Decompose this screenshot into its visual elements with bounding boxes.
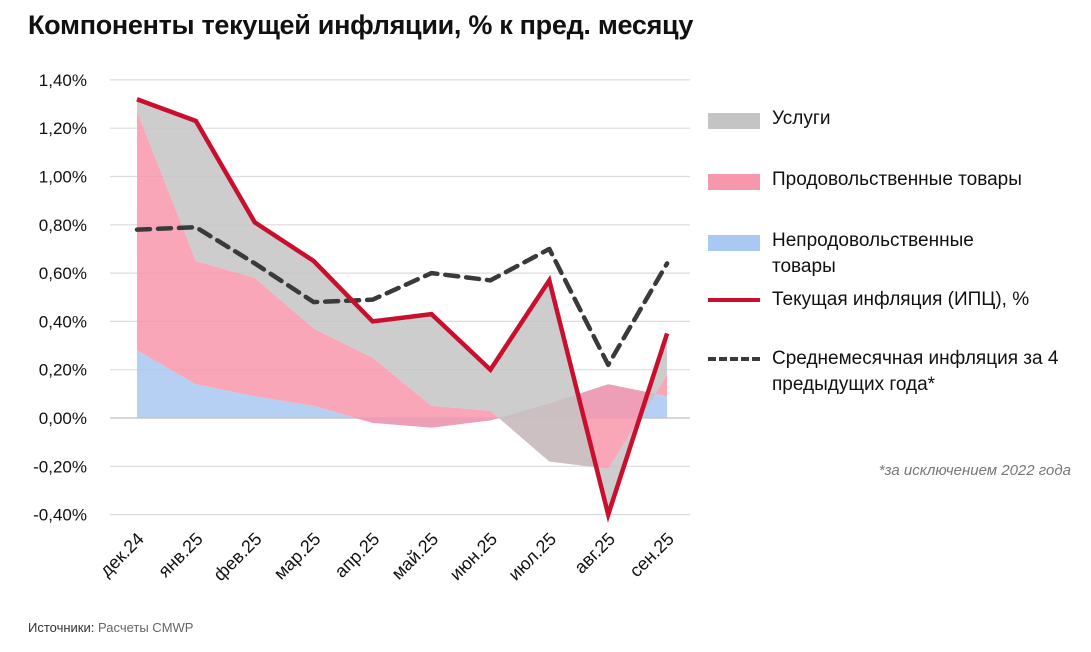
legend-swatch-food bbox=[708, 174, 760, 190]
cpi-line bbox=[136, 97, 670, 523]
legend-label: Текущая инфляция (ИПЦ), % bbox=[772, 289, 1030, 310]
x-tick-label: июл.25 bbox=[504, 529, 560, 585]
y-tick-label: 0,40% bbox=[39, 312, 87, 331]
legend-label: Непродовольственные товары bbox=[772, 230, 974, 277]
x-tick-label: мар.25 bbox=[270, 529, 325, 584]
y-tick-label: 1,00% bbox=[39, 168, 87, 187]
legend-label: Услуги bbox=[772, 108, 831, 129]
y-tick-label: 0,60% bbox=[39, 264, 87, 283]
source-label: Источники: bbox=[28, 620, 95, 635]
source-note: Источники: Расчеты CMWP bbox=[28, 620, 193, 635]
x-tick-label: сен.25 bbox=[626, 529, 678, 581]
legend-swatch-nonfood bbox=[708, 235, 760, 251]
x-tick-label: апр.25 bbox=[331, 529, 384, 582]
x-tick-label: май.25 bbox=[388, 529, 443, 584]
x-tick-label: июн.25 bbox=[446, 529, 502, 585]
y-tick-label: 1,40% bbox=[39, 71, 87, 90]
area-services bbox=[137, 99, 668, 515]
footnote: *за исключением 2022 года bbox=[878, 462, 1071, 479]
x-tick-label: дек.24 bbox=[96, 529, 148, 581]
y-tick-label: 0,80% bbox=[39, 216, 87, 235]
chart-title: Компоненты текущей инфляции, % к пред. м… bbox=[28, 10, 694, 40]
source-value: Расчеты CMWP bbox=[98, 620, 194, 635]
y-tick-label: 0,00% bbox=[39, 409, 87, 428]
x-tick-label: янв.25 bbox=[154, 529, 207, 582]
y-tick-label: 0,20% bbox=[39, 361, 87, 380]
x-tick-label: фев.25 bbox=[209, 529, 265, 585]
legend-swatch-cpi bbox=[708, 298, 760, 302]
avg-inflation-line bbox=[134, 224, 670, 368]
legend-swatch-services bbox=[708, 113, 760, 129]
legend-label: Продовольственные товары bbox=[772, 169, 1022, 190]
y-tick-label: -0,40% bbox=[33, 506, 87, 525]
legend-swatch-avg bbox=[708, 357, 760, 361]
legend-label: Среднемесячная инфляция за 4 предыдущих … bbox=[772, 348, 1059, 395]
y-tick-label: -0,20% bbox=[33, 457, 87, 476]
x-tick-label: авг.25 bbox=[570, 529, 619, 578]
area-food bbox=[137, 111, 668, 469]
y-tick-label: 1,20% bbox=[39, 119, 87, 138]
